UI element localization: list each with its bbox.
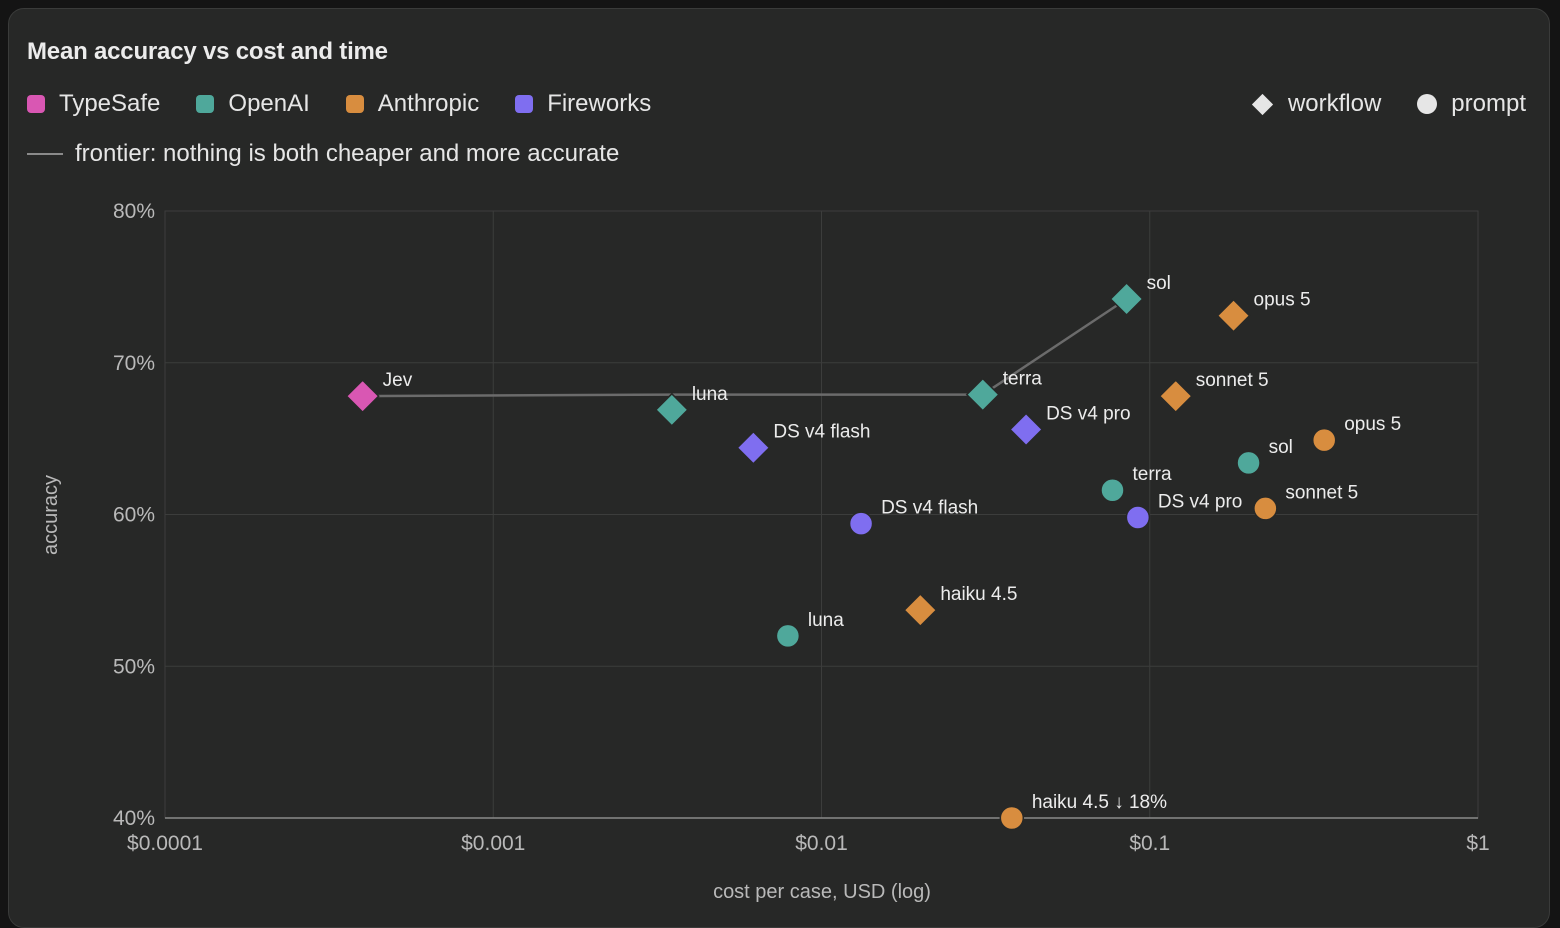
haiku-4-5-18-prompt-point (999, 805, 1025, 831)
legend-item-prompt: prompt (1417, 90, 1526, 118)
point-label: DS v4 flash (773, 422, 870, 443)
point-label: opus 5 (1344, 414, 1401, 435)
legend-swatch-fireworks (515, 95, 534, 113)
point-label: DS v4 pro (1158, 492, 1242, 513)
legend-swatch-typesafe (27, 95, 45, 113)
point-label: sonnet 5 (1196, 370, 1269, 391)
legend-item-openai: OpenAI (196, 90, 310, 118)
point-label: sonnet 5 (1285, 482, 1358, 503)
point-label: terra (1003, 369, 1043, 390)
frontier-line-icon (27, 153, 63, 155)
legend-item-fireworks: Fireworks (515, 90, 651, 118)
provider-legend: TypeSafe OpenAI Anthropic Fireworks (27, 89, 687, 119)
legend-swatch-anthropic (345, 95, 364, 113)
point-label: luna (808, 610, 844, 631)
jev-workflow-point (345, 379, 380, 414)
ds-v4-flash-workflow-point (736, 430, 771, 465)
y-tick-label: 50% (113, 655, 155, 678)
y-tick-label: 40% (113, 807, 155, 830)
legend-label-prompt: prompt (1451, 90, 1526, 117)
point-label: sol (1147, 273, 1171, 294)
legend-item-typesafe: TypeSafe (27, 90, 160, 118)
legend-label-workflow: workflow (1287, 90, 1382, 117)
sol-workflow-point (1109, 281, 1144, 317)
chart-title: Mean accuracy vs cost and time (27, 38, 388, 65)
frontier-legend-label: frontier: nothing is both cheaper and mo… (75, 140, 620, 167)
ds-v4-pro-workflow-point (1009, 412, 1044, 447)
x-tick-label: $0.1 (1129, 832, 1170, 855)
luna-prompt-point (775, 623, 801, 649)
ds-v4-pro-prompt-point (1125, 505, 1151, 530)
sonnet-5-workflow-point (1158, 379, 1193, 414)
y-tick-label: 80% (113, 200, 155, 223)
legend-item-anthropic: Anthropic (345, 90, 480, 118)
point-label: haiku 4.5 ↓ 18% (1032, 792, 1167, 813)
legend-label-openai: OpenAI (228, 90, 310, 117)
legend-item-workflow: workflow (1251, 90, 1382, 118)
legend-label-anthropic: Anthropic (377, 90, 480, 117)
luna-workflow-point (654, 392, 689, 427)
point-label: haiku 4.5 (940, 584, 1017, 605)
point-label: Jev (383, 370, 413, 391)
point-label: sol (1269, 437, 1293, 458)
point-label: DS v4 flash (881, 498, 978, 519)
y-axis-title: accuracy (40, 475, 62, 555)
chart-panel (8, 8, 1550, 928)
haiku-4-5-workflow-point (903, 593, 938, 628)
terra-prompt-point (1100, 477, 1125, 503)
x-tick-label: $0.0001 (127, 832, 203, 855)
ds-v4-flash-prompt-point (848, 511, 874, 536)
opus-5-prompt-point (1311, 427, 1337, 453)
frontier-legend: frontier: nothing is both cheaper and mo… (27, 139, 619, 169)
point-label: DS v4 pro (1046, 404, 1130, 425)
legend-label-fireworks: Fireworks (547, 90, 652, 117)
opus-5-workflow-point (1216, 298, 1251, 333)
legend-swatch-openai (196, 95, 215, 113)
shape-legend: workflow prompt (1251, 89, 1526, 119)
y-tick-label: 60% (113, 504, 155, 527)
point-label: terra (1132, 464, 1172, 485)
point-label: opus 5 (1254, 290, 1311, 311)
x-tick-label: $1 (1466, 832, 1489, 855)
legend-label-typesafe: TypeSafe (59, 90, 161, 117)
frontier-line (362, 297, 1128, 398)
terra-workflow-point (965, 377, 1000, 412)
x-tick-label: $0.01 (795, 832, 848, 855)
circle-icon (1417, 94, 1438, 114)
x-axis-title: cost per case, USD (log) (713, 881, 931, 903)
point-label: luna (692, 384, 728, 405)
sonnet-5-prompt-point (1253, 496, 1278, 521)
sol-prompt-point (1236, 450, 1261, 476)
y-tick-label: 70% (113, 352, 155, 375)
x-tick-label: $0.001 (461, 832, 525, 855)
